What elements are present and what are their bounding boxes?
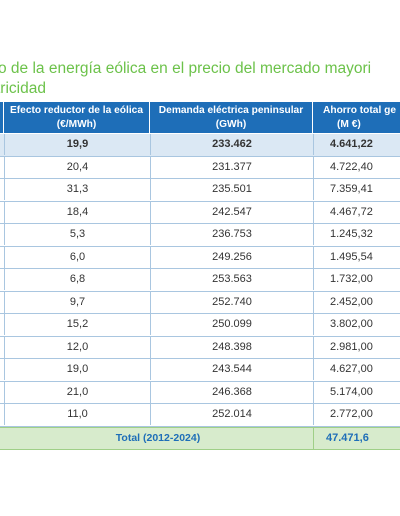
- table-row: 5,3 236.753 1.245,32: [0, 224, 400, 247]
- table-row: 11,0 252.014 2.772,00: [0, 404, 400, 427]
- table-row: 31,3 235.501 7.359,41: [0, 179, 400, 202]
- header-cell-total-savings: Ahorro total ge (M €): [313, 102, 400, 133]
- savings-cell: 1.732,00: [313, 269, 400, 290]
- table-row: 6,0 249.256 1.495,54: [0, 246, 400, 269]
- table-row: 12,0 248.398 2.981,00: [0, 336, 400, 359]
- title-line-2: tricidad: [0, 80, 46, 97]
- year-cell: [0, 134, 3, 155]
- demand-cell: 249.256: [150, 246, 313, 268]
- demand-cell: 253.563: [150, 269, 313, 290]
- year-cell: [0, 179, 3, 200]
- table-title: o de la energía eólica en el precio del …: [0, 60, 400, 104]
- demand-cell: 231.377: [150, 156, 313, 178]
- header-demand-line2: (GWh): [215, 118, 247, 130]
- year-cell: [0, 224, 3, 245]
- reduction-effect-cell: 18,4: [4, 201, 150, 223]
- table-row: 20,4 231.377 4.722,40: [0, 156, 400, 179]
- table-row: 9,7 252.740 2.452,00: [0, 291, 400, 314]
- year-cell: [0, 247, 3, 268]
- title-line-1: o de la energía eólica en el precio del …: [0, 60, 372, 77]
- reduction-effect-cell: 6,8: [4, 269, 150, 290]
- savings-cell: 5.174,00: [313, 381, 400, 403]
- table-row: 19,0 243.544 4.627,00: [0, 359, 400, 382]
- header-cell-year: [0, 102, 3, 133]
- year-cell: [0, 202, 3, 223]
- reduction-effect-cell: 6,0: [4, 246, 150, 268]
- demand-cell: 246.368: [150, 381, 313, 403]
- savings-cell: 2.981,00: [313, 336, 400, 358]
- demand-cell: 252.014: [150, 404, 313, 425]
- table-row: 15,2 250.099 3.802,00: [0, 314, 400, 337]
- header-demand-line1: Demanda eléctrica peninsular: [158, 105, 304, 116]
- reduction-effect-cell: 15,2: [4, 314, 150, 335]
- year-cell: [0, 314, 3, 335]
- reduction-effect-cell: 5,3: [4, 224, 150, 245]
- savings-cell: 2.452,00: [313, 291, 400, 313]
- table-row: 6,8 253.563 1.732,00: [0, 269, 400, 292]
- reduction-effect-cell: 21,0: [4, 381, 150, 403]
- reduction-effect-cell: 9,7: [4, 291, 150, 313]
- reduction-effect-cell: 12,0: [4, 336, 150, 358]
- reduction-effect-cell: 20,4: [4, 156, 150, 178]
- demand-cell: 242.547: [150, 201, 313, 223]
- table-row: 18,4 242.547 4.467,72: [0, 201, 400, 224]
- demand-cell: 233.462: [150, 134, 313, 155]
- demand-cell: 236.753: [150, 224, 313, 245]
- savings-cell: 4.467,72: [313, 201, 400, 223]
- demand-cell: 243.544: [150, 359, 313, 380]
- savings-cell: 3.802,00: [313, 314, 400, 335]
- table-row: 19,9 233.462 4.641,22: [0, 134, 400, 157]
- header-savings-line2: (M €): [337, 118, 361, 130]
- reduction-effect-cell: 11,0: [4, 404, 150, 425]
- savings-cell: 4.722,40: [313, 156, 400, 178]
- demand-cell: 248.398: [150, 336, 313, 358]
- year-cell: [0, 359, 3, 380]
- reduction-effect-cell: 31,3: [4, 179, 150, 200]
- savings-cell: 2.772,00: [313, 404, 400, 425]
- reduction-effect-cell: 19,9: [4, 134, 150, 155]
- reduction-effect-cell: 19,0: [4, 359, 150, 380]
- header-cell-reduction-effect: Efecto reductor de la eólica (€/MWh): [4, 102, 149, 133]
- year-cell: [0, 382, 3, 403]
- savings-cell: 1.245,32: [313, 224, 400, 245]
- header-savings-line1: Ahorro total ge: [323, 105, 397, 116]
- year-cell: [0, 269, 3, 290]
- year-cell: [0, 292, 3, 313]
- header-cell-demand: Demanda eléctrica peninsular (GWh): [150, 102, 312, 133]
- table-row: 21,0 246.368 5.174,00: [0, 381, 400, 404]
- total-row: Total (2012-2024) 47.471,6: [0, 426, 400, 450]
- savings-cell: 4.641,22: [313, 134, 400, 155]
- demand-cell: 252.740: [150, 291, 313, 313]
- header-reduction-line1: Efecto reductor de la eólica: [9, 105, 144, 116]
- year-cell: [0, 337, 3, 358]
- savings-cell: 1.495,54: [313, 246, 400, 268]
- savings-cell: 7.359,41: [313, 179, 400, 200]
- demand-cell: 250.099: [150, 314, 313, 335]
- year-cell: [0, 157, 3, 178]
- header-reduction-line2: (€/MWh): [56, 118, 97, 130]
- total-value: 47.471,6: [313, 427, 400, 449]
- demand-cell: 235.501: [150, 179, 313, 200]
- year-cell: [0, 404, 3, 425]
- total-label: Total (2012-2024): [115, 431, 201, 444]
- savings-cell: 4.627,00: [313, 359, 400, 380]
